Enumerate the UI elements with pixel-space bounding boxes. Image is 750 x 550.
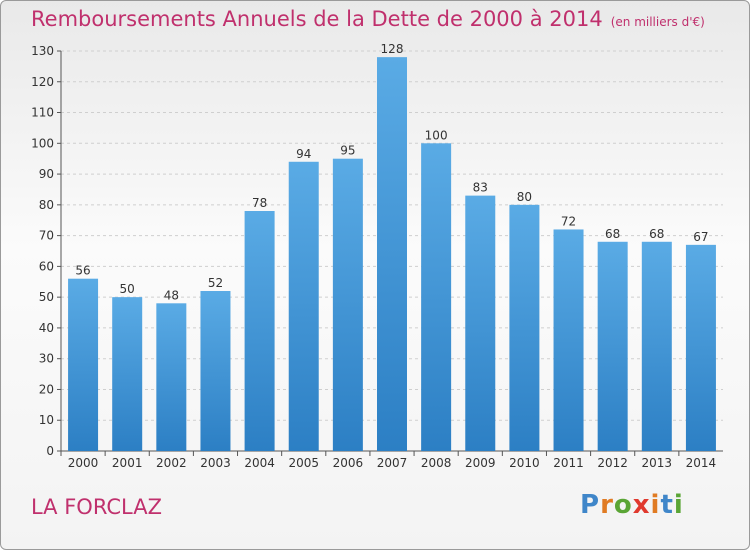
value-label: 95 <box>340 144 355 158</box>
x-tick-label: 2012 <box>597 456 628 470</box>
bar <box>332 158 363 451</box>
x-tick-label: 2011 <box>553 456 584 470</box>
x-tick-label: 2014 <box>686 456 717 470</box>
value-label: 128 <box>381 42 404 56</box>
bar <box>156 303 187 451</box>
value-label: 83 <box>473 181 488 195</box>
y-tick-label: 110 <box>31 106 54 120</box>
bar <box>244 211 275 451</box>
value-label: 50 <box>120 282 135 296</box>
y-tick-label: 20 <box>39 382 54 396</box>
x-tick-label: 2007 <box>377 456 408 470</box>
bar <box>68 278 99 451</box>
bar <box>421 143 452 452</box>
y-tick-label: 10 <box>39 413 54 427</box>
y-tick-label: 60 <box>39 259 54 273</box>
value-label: 48 <box>164 288 179 302</box>
bar <box>553 229 584 451</box>
x-tick-label: 2004 <box>244 456 275 470</box>
bar <box>597 241 628 451</box>
title-text: Remboursements Annuels de la Dette de 20… <box>31 7 603 31</box>
x-tick-label: 2001 <box>112 456 143 470</box>
y-tick-label: 100 <box>31 136 54 150</box>
x-tick-label: 2000 <box>68 456 99 470</box>
y-tick-label: 40 <box>39 321 54 335</box>
bar <box>641 241 672 451</box>
x-tick-label: 2006 <box>333 456 364 470</box>
value-label: 56 <box>75 264 90 278</box>
x-tick-label: 2010 <box>509 456 540 470</box>
y-tick-label: 0 <box>46 444 54 458</box>
value-label: 94 <box>296 147 311 161</box>
value-label: 100 <box>425 128 448 142</box>
y-tick-label: 70 <box>39 229 54 243</box>
value-label: 72 <box>561 214 576 228</box>
x-tick-label: 2005 <box>288 456 319 470</box>
brand-logo: Proxiti <box>580 490 684 520</box>
bar <box>112 297 143 451</box>
bar <box>465 195 496 451</box>
x-tick-label: 2003 <box>200 456 231 470</box>
value-label: 67 <box>693 230 708 244</box>
chart-title: Remboursements Annuels de la Dette de 20… <box>31 7 705 31</box>
y-tick-label: 120 <box>31 75 54 89</box>
y-tick-label: 30 <box>39 352 54 366</box>
x-tick-label: 2008 <box>421 456 452 470</box>
x-tick-label: 2002 <box>156 456 187 470</box>
x-tick-label: 2009 <box>465 456 496 470</box>
y-tick-label: 130 <box>31 44 54 58</box>
value-label: 68 <box>649 227 664 241</box>
bar <box>200 291 231 451</box>
y-tick-label: 80 <box>39 198 54 212</box>
y-tick-label: 90 <box>39 167 54 181</box>
x-tick-label: 2013 <box>642 456 673 470</box>
value-label: 78 <box>252 196 267 210</box>
value-label: 80 <box>517 190 532 204</box>
unit-note: (en milliers d'€) <box>610 15 705 29</box>
location-label: LA FORCLAZ <box>31 495 162 519</box>
bar <box>288 161 319 451</box>
bar <box>377 57 407 452</box>
bar <box>509 204 540 451</box>
bar <box>685 244 716 451</box>
y-tick-label: 50 <box>39 290 54 304</box>
value-label: 68 <box>605 227 620 241</box>
value-label: 52 <box>208 276 223 290</box>
